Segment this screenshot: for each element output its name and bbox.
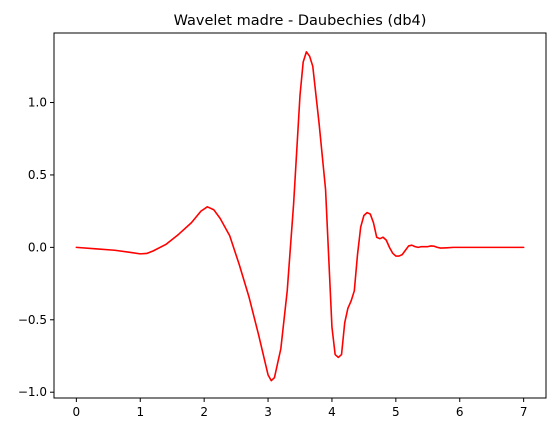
plot-area-frame	[53, 32, 547, 399]
x-tick-label: 2	[200, 405, 208, 419]
y-tick-label: −0.5	[18, 313, 47, 327]
series-line-0	[75, 51, 525, 382]
y-axis: −1.0 −0.5 0.0 0.5 1.0	[18, 96, 54, 399]
x-tick-label: 7	[520, 405, 528, 419]
x-tick-label: 4	[328, 405, 336, 419]
chart-title: Wavelet madre - Daubechies (db4)	[174, 13, 427, 29]
x-tick-label: 0	[73, 405, 81, 419]
y-tick-label: 0.5	[28, 168, 47, 182]
x-tick-label: 1	[136, 405, 144, 419]
y-tick-label: 0.0	[28, 240, 47, 254]
y-tick-label: −1.0	[18, 385, 47, 399]
series-layer	[75, 51, 525, 382]
x-tick-label: 3	[264, 405, 272, 419]
x-axis: 0 1 2 3 4 5 6 7	[73, 398, 528, 419]
y-tick-label: 1.0	[28, 96, 47, 110]
x-tick-label: 5	[392, 405, 400, 419]
x-tick-label: 6	[456, 405, 464, 419]
